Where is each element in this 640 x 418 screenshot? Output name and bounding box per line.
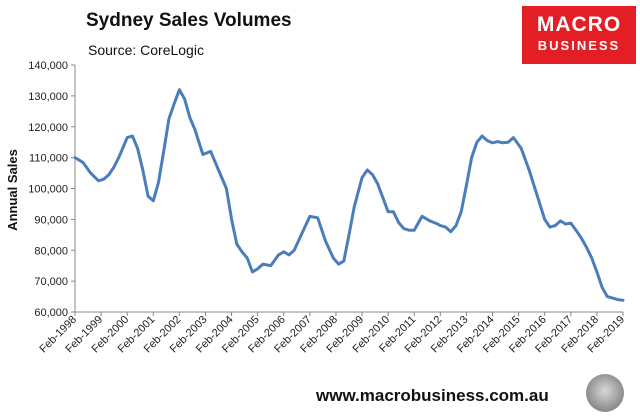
wolf-logo-icon [586,374,624,412]
y-tick-label: 60,000 [34,307,68,319]
y-tick-label: 120,000 [28,122,68,134]
y-tick-label: 100,000 [28,184,68,196]
chart-title: Sydney Sales Volumes [86,10,292,31]
y-tick-label: 90,000 [34,214,68,226]
y-axis-ticks: 60,000 70,000 80,000 90,000 100,000 110,000 12… [28,60,75,319]
website-url[interactable]: www.macrobusiness.com.au [316,386,549,405]
macrobusiness-logo[interactable]: MACRO BUSINESS [522,6,636,64]
y-tick-label: 80,000 [34,245,68,257]
logo-line-1: MACRO [536,13,622,36]
logo-line-2: BUSINESS [537,38,621,53]
series-line [73,88,625,302]
y-axis-label: Annual Sales [5,149,20,231]
y-tick-label: 130,000 [28,91,68,103]
y-tick-label: 70,000 [34,276,68,288]
y-tick-label: 140,000 [28,60,68,72]
chart-subtitle: Source: CoreLogic [88,42,204,58]
y-tick-label: 110,000 [29,153,68,165]
x-axis-ticks: Feb-1998Feb-1999Feb-2000Feb-2001Feb-2002… [37,312,627,355]
